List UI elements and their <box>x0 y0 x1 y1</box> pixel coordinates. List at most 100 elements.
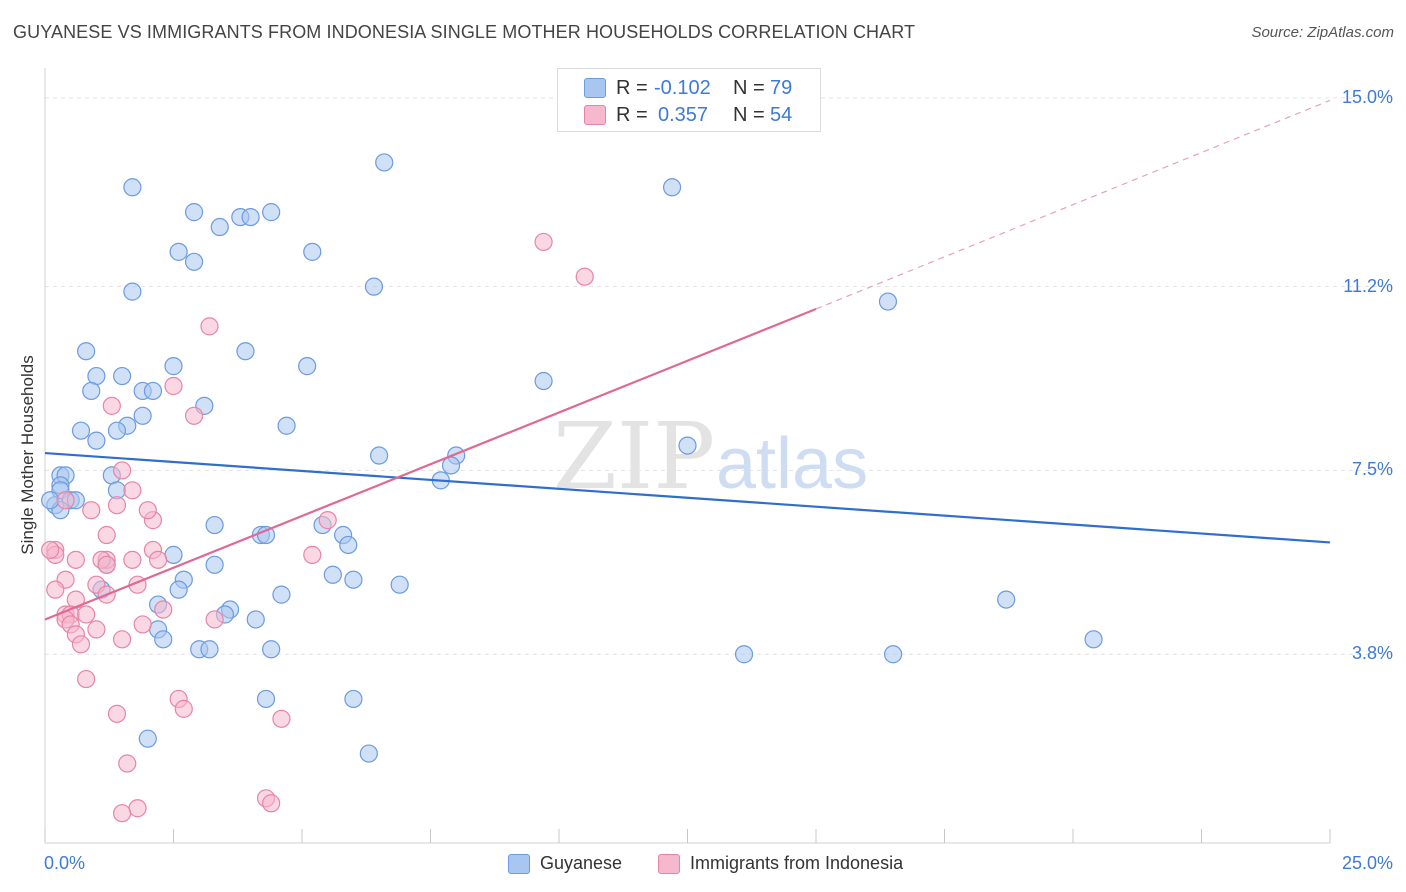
guyanese-point <box>82 381 101 401</box>
guyanese-point <box>112 366 132 386</box>
guyanese-point <box>390 575 409 594</box>
indonesia-point <box>77 669 96 689</box>
legend-row-guyanese: R = -0.102 N = 79 <box>558 74 820 101</box>
y-tick-label: 3.8% <box>1351 643 1393 664</box>
indonesia-point <box>575 267 594 286</box>
indonesia-point <box>66 550 85 569</box>
guyanese-point <box>364 277 384 296</box>
indonesia-point <box>97 555 116 574</box>
guyanese-point <box>154 630 173 649</box>
guyanese-point <box>256 689 276 709</box>
bottom-legend-swatch-guyanese <box>508 854 530 874</box>
guyanese-point <box>107 421 127 440</box>
guyanese-point <box>277 416 296 435</box>
guyanese-point <box>123 178 142 197</box>
guyanese-point <box>344 689 363 709</box>
indonesia-point <box>77 605 96 624</box>
indonesia-point <box>318 511 337 530</box>
guyanese-point <box>133 406 152 425</box>
indonesia-point <box>46 580 65 599</box>
indonesia-point <box>154 600 173 619</box>
guyanese-point <box>169 242 188 261</box>
guyanese-point <box>878 292 898 311</box>
guyanese-point <box>210 217 229 237</box>
indonesia-point <box>112 461 132 480</box>
indonesia-point <box>184 406 204 425</box>
bottom-legend-label: Guyanese <box>540 853 623 873</box>
indonesia-point <box>56 491 75 510</box>
guyanese-point <box>734 645 754 664</box>
axes <box>44 68 1331 844</box>
chart-title: GUYANESE VS IMMIGRANTS FROM INDONESIA SI… <box>13 22 916 42</box>
indonesia-point <box>123 481 142 500</box>
x-tick-label: 25.0% <box>1341 853 1393 873</box>
indonesia-point <box>107 704 127 723</box>
guyanese-point <box>205 515 224 535</box>
guyanese-point <box>169 580 188 599</box>
guyanese-point <box>262 640 281 659</box>
indonesia-point <box>148 550 168 569</box>
data-points <box>41 153 1103 823</box>
indonesia-point <box>97 525 116 545</box>
guyanese-point <box>200 640 219 659</box>
guyanese-point <box>87 431 106 450</box>
indonesia-point <box>303 545 322 564</box>
guyanese-point <box>164 545 183 564</box>
bottom-legend-label: Immigrants from Indonesia <box>690 853 904 873</box>
indonesia-point <box>82 501 101 520</box>
indonesia-point <box>262 794 281 813</box>
indonesia-point <box>205 610 224 629</box>
x-tick-label: 0.0% <box>44 853 86 873</box>
trend-lines <box>44 99 1331 621</box>
indonesia-point <box>87 620 106 639</box>
guyanese-point <box>370 446 389 465</box>
indonesia-point <box>118 754 137 773</box>
guyanese-point <box>241 207 260 227</box>
legend-row-indonesia: R = 0.357 N = 54 <box>558 101 820 128</box>
guyanese-point <box>303 242 322 261</box>
guyanese-point <box>77 342 96 361</box>
indonesia-point <box>138 501 157 520</box>
watermark-zip: ZIP <box>553 403 715 510</box>
indonesia-point <box>164 376 183 396</box>
indonesia-point <box>102 396 121 415</box>
guyanese-point <box>534 371 553 391</box>
guyanese-point <box>359 744 378 763</box>
legend-swatch-indonesia <box>584 105 606 125</box>
indonesia-point <box>133 615 152 634</box>
guyanese-point <box>997 590 1016 609</box>
guyanese-point <box>883 645 903 664</box>
guyanese-point <box>246 610 265 629</box>
indonesia-point <box>200 317 219 336</box>
guyanese-point <box>375 153 394 172</box>
stats-legend: R = -0.102 N = 79 R = 0.357 N = 54 <box>557 68 821 132</box>
guyanese-point <box>344 570 363 589</box>
guyanese-point <box>339 535 358 555</box>
y-tick-label: 7.5% <box>1351 459 1393 480</box>
legend-n-value: 54 <box>770 104 793 126</box>
indonesia-point <box>534 232 553 252</box>
legend-r-label: R = <box>616 77 648 99</box>
gridlines <box>45 97 1392 655</box>
y-tick-label: 11.2% <box>1343 275 1393 296</box>
y-axis-label: Single Mother Households <box>18 355 37 555</box>
guyanese-point <box>41 491 60 510</box>
indonesia-point <box>41 540 60 560</box>
guyanese-point <box>71 421 91 440</box>
indonesia-point <box>112 630 132 649</box>
bottom-legend-swatch-indonesia <box>658 854 680 874</box>
guyanese-point <box>184 252 204 271</box>
indonesia-point <box>128 799 147 818</box>
legend-swatch-guyanese <box>584 78 606 98</box>
guyanese-point <box>164 357 183 376</box>
source-credit: Source: ZipAtlas.com <box>1251 24 1394 41</box>
indonesia-trend-line <box>44 307 817 621</box>
guyanese-point <box>662 178 682 197</box>
guyanese-point <box>272 585 291 604</box>
indonesia-point <box>272 709 291 728</box>
indonesia-point <box>71 635 91 654</box>
legend-r-value: 0.357 <box>658 104 709 126</box>
indonesia-point <box>123 550 142 569</box>
indonesia-trend-extension <box>815 99 1331 310</box>
